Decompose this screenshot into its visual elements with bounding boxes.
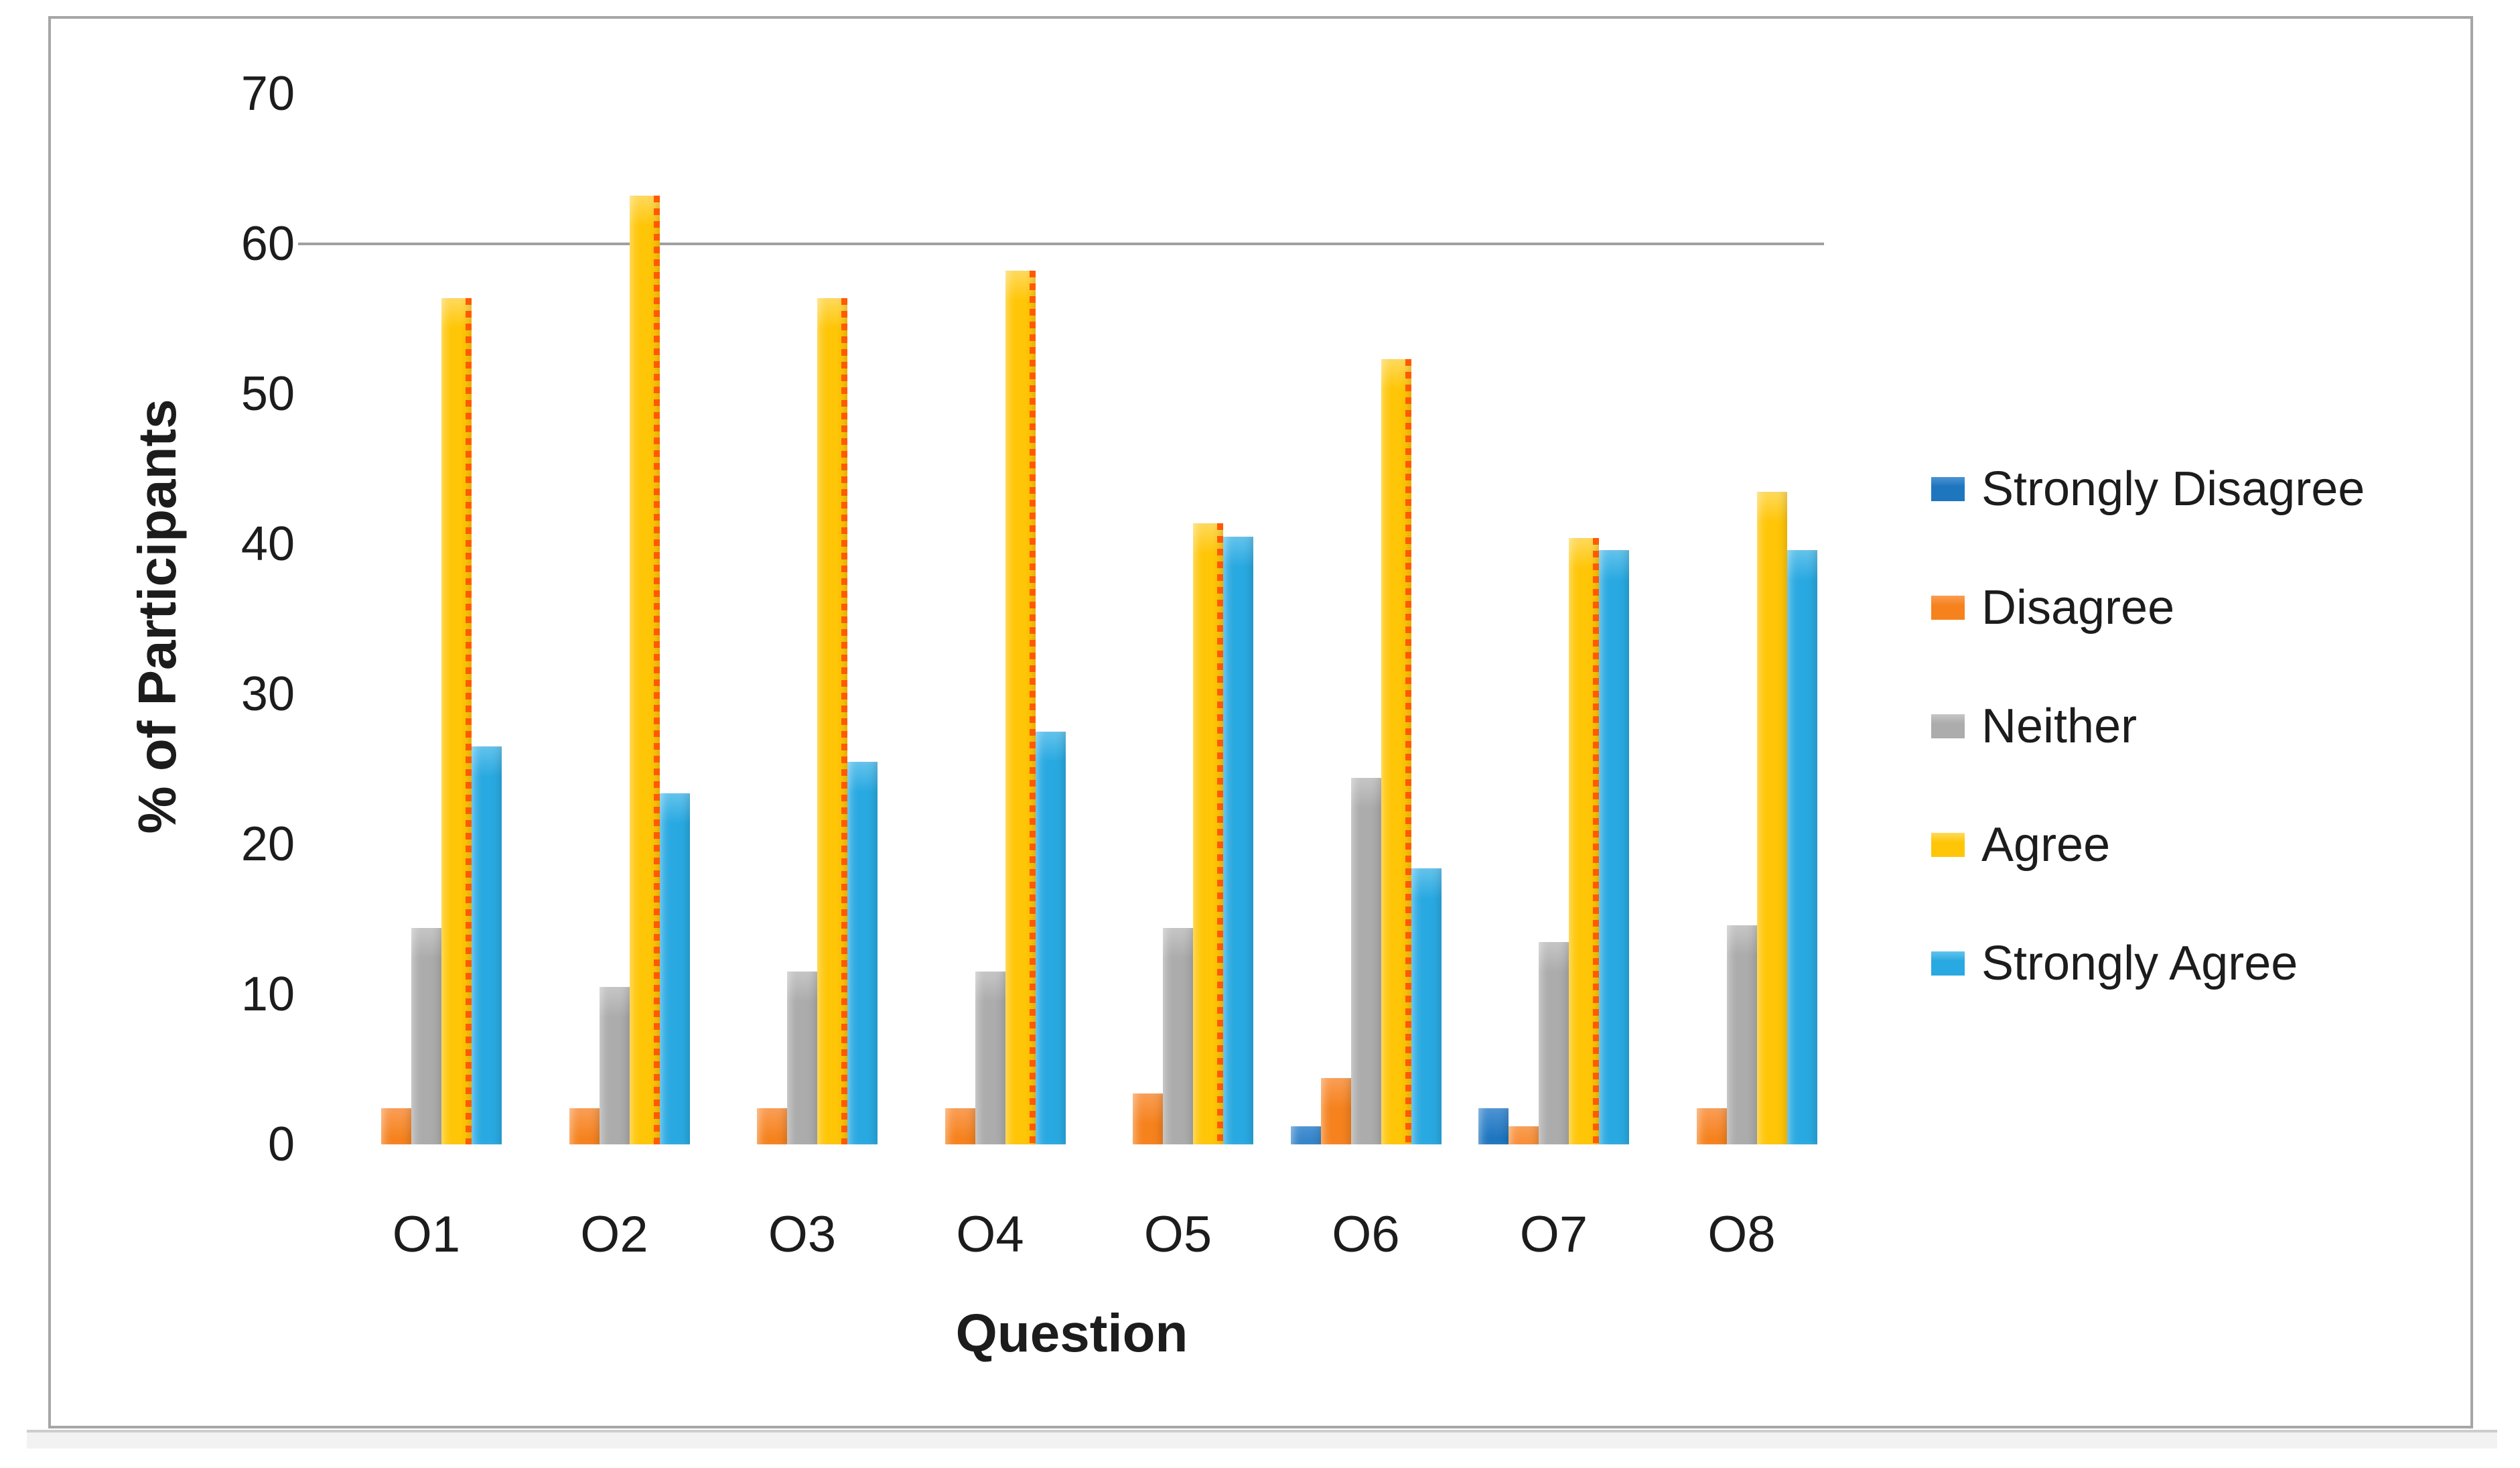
bar-disagree [1133, 1093, 1163, 1144]
legend-swatch [1931, 596, 1965, 620]
bar-strongly-agree [847, 762, 878, 1144]
y-axis-title: % of Participants [127, 399, 187, 834]
bar-disagree [1509, 1126, 1539, 1144]
bar-agree [1193, 523, 1223, 1144]
y-tick-label: 70 [240, 67, 295, 121]
bar-agree [817, 298, 847, 1144]
agree-bar-dotted-edge [466, 298, 472, 1144]
x-axis-title: Question [955, 1303, 1188, 1363]
bar-strongly-agree [1599, 550, 1629, 1144]
bar-neither [1163, 928, 1193, 1144]
legend-label: Disagree [1981, 581, 2175, 635]
bar-agree [1756, 492, 1787, 1144]
category-label: O6 [1332, 1206, 1400, 1263]
bar-disagree [757, 1108, 787, 1144]
bar-agree [441, 298, 472, 1144]
bar-strongly-agree [472, 746, 502, 1144]
agree-bar-dotted-edge [841, 298, 847, 1144]
bar-strongly-agree [1223, 537, 1253, 1144]
bar-neither [787, 972, 817, 1144]
agree-bar-dotted-edge [1217, 523, 1223, 1144]
bar-neither [1539, 942, 1569, 1144]
bar-disagree [1696, 1108, 1727, 1144]
y-tick-label: 40 [240, 517, 295, 571]
bar-disagree [944, 1108, 975, 1144]
legend-label: Strongly Agree [1981, 937, 2298, 990]
page-bottom-strip [27, 1430, 2497, 1449]
agree-bar-dotted-edge [1593, 538, 1599, 1144]
y-tick-label: 50 [240, 367, 295, 421]
category-label: O2 [580, 1206, 648, 1263]
y-tick-label: 30 [240, 667, 295, 721]
bar-neither [1350, 778, 1381, 1144]
bar-disagree [569, 1108, 600, 1144]
legend-swatch [1931, 951, 1965, 976]
category-label: O3 [768, 1206, 837, 1263]
agree-bar-dotted-edge [1029, 271, 1036, 1144]
agree-bar-dotted-edge [653, 196, 660, 1144]
legend-swatch [1931, 477, 1965, 501]
legend-label: Neither [1981, 699, 2138, 753]
category-label: O7 [1519, 1206, 1588, 1263]
category-label: O5 [1143, 1206, 1212, 1263]
y-tick-label: 10 [240, 967, 295, 1021]
bar-strongly-disagree [1290, 1126, 1321, 1144]
bar-neither [411, 928, 441, 1144]
bar-neither [975, 972, 1005, 1144]
bar-neither [1726, 925, 1757, 1144]
bar-neither [599, 987, 630, 1144]
legend-label: Agree [1981, 818, 2111, 872]
major-gridline [298, 243, 1824, 245]
bar-strongly-agree [1411, 868, 1442, 1144]
bar-strongly-agree [1035, 732, 1066, 1144]
category-label: O8 [1707, 1206, 1776, 1263]
y-tick-label: 0 [267, 1118, 295, 1171]
y-tick-label: 60 [240, 217, 295, 271]
bar-disagree [1320, 1078, 1351, 1144]
legend-swatch [1931, 714, 1965, 738]
bar-strongly-agree [1787, 550, 1817, 1144]
bar-agree [629, 196, 660, 1144]
y-tick-label: 20 [240, 817, 295, 871]
category-label: O1 [392, 1206, 461, 1263]
legend-label: Strongly Disagree [1981, 462, 2365, 516]
bar-agree [1005, 271, 1036, 1144]
bar-strongly-agree [659, 793, 690, 1144]
agree-bar-dotted-edge [1405, 359, 1411, 1144]
bar-disagree [381, 1108, 411, 1144]
bar-strongly-disagree [1478, 1108, 1509, 1144]
bar-agree [1569, 538, 1599, 1144]
bar-agree [1381, 359, 1411, 1144]
category-label: O4 [956, 1206, 1024, 1263]
legend-swatch [1931, 833, 1965, 857]
